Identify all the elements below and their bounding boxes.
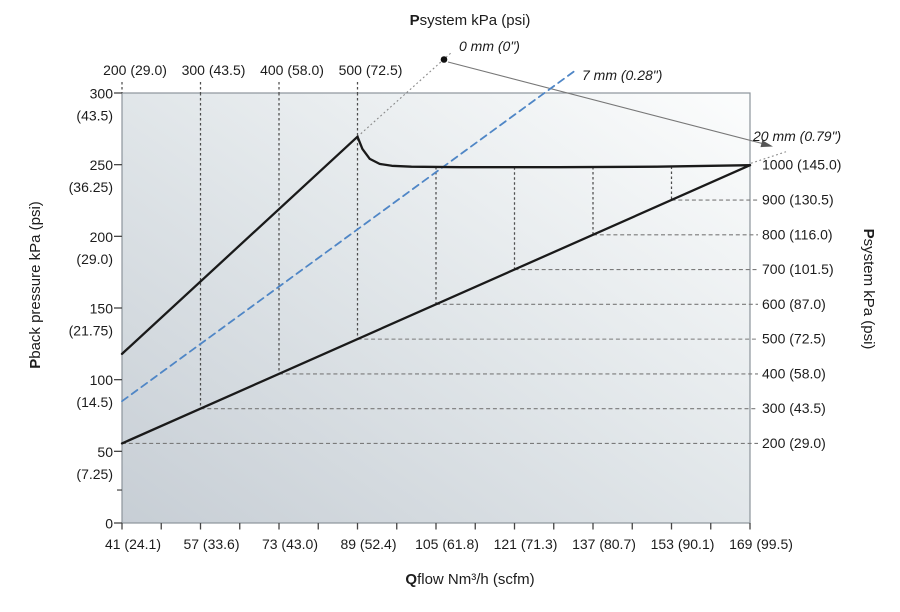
left-axis-tick-label-psi: (43.5): [76, 108, 113, 124]
left-axis-tick-label-kpa: 200: [90, 229, 114, 245]
left-axis-tick-label-psi: (14.5): [76, 394, 113, 410]
back-pressure-curve: [120, 135, 752, 356]
right-axis-title: Psystem kPa (psi): [860, 229, 877, 350]
right-axis-tick-label: 700 (101.5): [762, 261, 834, 277]
left-axis-tick-label-kpa: 100: [90, 372, 114, 388]
bottom-axis-title: Qflow Nm³/h (scfm): [405, 571, 534, 588]
bottom-axis-tick-label: 89 (52.4): [340, 536, 396, 552]
left-axis-tick-label-kpa: 150: [90, 301, 114, 317]
left-axis-tick-label-psi: (29.0): [76, 251, 113, 267]
bottom-axis-tick-label: 73 (43.0): [262, 536, 318, 552]
bottom-axis-tick-label: 105 (61.8): [415, 536, 479, 552]
right-axis-tick-label: 800 (116.0): [762, 226, 833, 242]
top-axis-tick-label: 500 (72.5): [339, 62, 403, 78]
right-axis-tick-label: 200 (29.0): [762, 435, 826, 451]
right-axis-tick-label: 400 (58.0): [762, 365, 826, 381]
left-axis-tick-label-kpa: 300: [90, 86, 114, 102]
right-axis-tick-label: 900 (130.5): [762, 192, 834, 208]
top-axis-tick-label: 400 (58.0): [260, 62, 324, 78]
right-axis-tick-label: 500 (72.5): [762, 331, 826, 347]
left-axis-tick-label-psi: (21.75): [69, 323, 113, 339]
annotation-20mm: 20 mm (0.79"): [752, 128, 841, 144]
bottom-axis-tick-label: 41 (24.1): [105, 536, 161, 552]
left-axis-tick-label-psi: (7.25): [76, 466, 113, 482]
bottom-axis-tick-label: 57 (33.6): [183, 536, 239, 552]
annotation-0mm: 0 mm (0"): [459, 38, 520, 54]
orifice-7mm-line: [121, 69, 577, 403]
left-axis-tick-label-kpa: 50: [97, 444, 113, 460]
left-axis-tick-label-kpa: 250: [90, 157, 114, 173]
annotation-7mm: 7 mm (0.28"): [582, 67, 662, 83]
bottom-axis-tick-label: 121 (71.3): [494, 536, 558, 552]
top-axis-tick-label: 200 (29.0): [103, 62, 167, 78]
bottom-axis-tick-label: 169 (99.5): [729, 536, 793, 552]
bottom-axis-tick-label: 137 (80.7): [572, 536, 636, 552]
left-axis-tick-label-kpa: 0: [105, 516, 113, 532]
peak-dotted-leader: [357, 51, 453, 138]
system-pressure-line: [120, 164, 752, 445]
right-axis-tick-label: 600 (87.0): [762, 296, 826, 312]
orifice-arrow-head: [760, 140, 773, 148]
orifice-0mm-dot: [440, 56, 448, 63]
right-axis-tick-label: 1000 (145.0): [762, 157, 841, 173]
chart-layer: 1000 (145.0) 900 (130.5) 800 (116.0) 700 (1…: [69, 51, 841, 552]
left-axis-tick-label-psi: (36.25): [69, 179, 113, 195]
dotted-leader: [750, 151, 787, 164]
right-axis-tick-label: 300 (43.5): [762, 400, 826, 416]
bottom-axis-tick-label: 153 (90.1): [651, 536, 715, 552]
top-axis-tick-label: 300 (43.5): [182, 62, 246, 78]
orifice-arrow-line: [447, 61, 767, 146]
top-axis-title: Psystem kPa (psi): [410, 12, 531, 29]
plot-area: [121, 92, 751, 524]
left-axis-title: Pback pressure kPa (psi): [27, 201, 44, 369]
